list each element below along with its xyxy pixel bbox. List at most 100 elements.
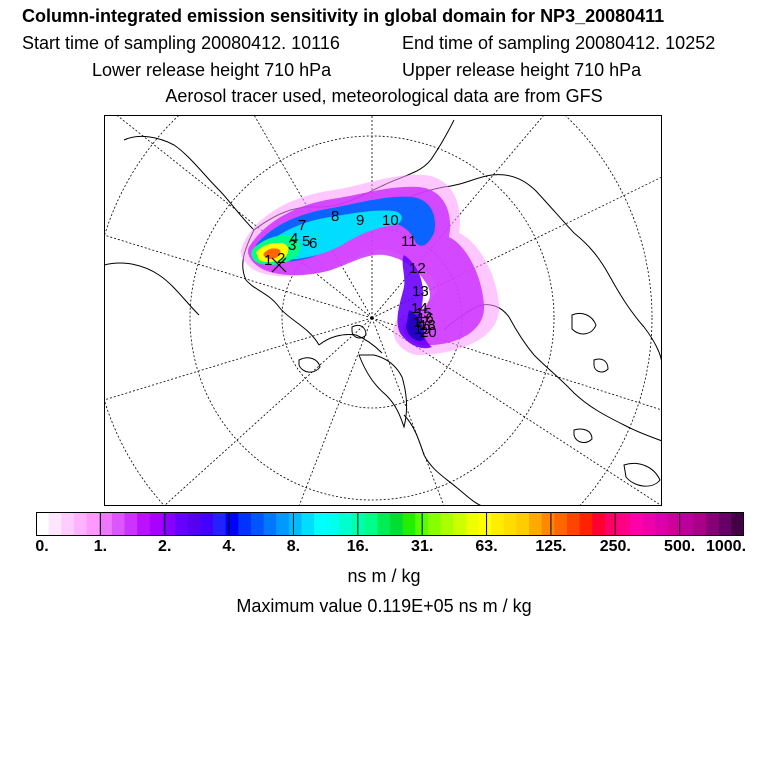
colorbar-tick-label: 8. (286, 538, 301, 555)
colorbar-cell (326, 512, 341, 536)
day-labels: 1 2 3 4 5 6 7 8 9 10 11 12 13 14 15 16 1… (264, 208, 437, 341)
start-time-label: Start time of sampling 20080412. 10116 (22, 33, 340, 53)
colorbar-cell (301, 512, 315, 536)
day-label-16: 16 (417, 310, 434, 327)
colorbar-cell (86, 512, 100, 536)
colorbar-cell (149, 512, 164, 536)
colorbar-tick-label: 125. (535, 538, 567, 555)
colorbar-cell (200, 512, 214, 536)
colorbar (36, 512, 744, 536)
day-label-2: 2 (277, 250, 285, 267)
colorbar-cell (554, 512, 568, 536)
colorbar-cell (162, 512, 176, 536)
colorbar-cell (377, 512, 391, 536)
colorbar-cell (541, 512, 555, 536)
colorbar-tick-label: 63. (475, 538, 498, 555)
day-label-9: 9 (356, 212, 364, 229)
day-label-14: 14 (411, 300, 428, 317)
colorbar-cell (390, 512, 404, 536)
colorbar-cell (427, 512, 442, 536)
colorbar-cell (364, 512, 378, 536)
colorbar-cell (276, 512, 290, 536)
colorbar-tick-label: 1000. (705, 538, 747, 555)
day-label-20: 20 (420, 324, 437, 341)
colorbar-tick-label: 2. (158, 538, 172, 555)
day-label-18: 18 (419, 317, 436, 334)
colorbar-cell (73, 512, 88, 536)
upper-height-label: Upper release height 710 hPa (402, 60, 642, 80)
day-label-1: 1 (264, 252, 272, 269)
colorbar-cell (48, 512, 62, 536)
colorbar-cell (491, 512, 505, 536)
colorbar-cell (706, 512, 720, 536)
lower-height-label: Lower release height 710 hPa (92, 60, 332, 80)
colorbar-cell (238, 512, 252, 536)
colorbar-cell (352, 512, 366, 536)
colorbar-tick-label: 1. (93, 538, 108, 555)
colorbar-cell (516, 512, 530, 536)
day-label-5: 5 (302, 233, 310, 250)
day-label-8: 8 (331, 208, 339, 225)
colorbar-cell (668, 512, 682, 536)
day-label-15: 15 (415, 305, 432, 322)
colorbar-cell (642, 512, 657, 536)
day-label-7: 7 (298, 217, 306, 234)
colorbar-cell (478, 512, 492, 536)
colorbar-cell (250, 512, 265, 536)
colorbar-cell (503, 512, 518, 536)
colorbar-cell (263, 512, 277, 536)
day-label-10: 10 (382, 212, 399, 229)
colorbar-cell (314, 512, 328, 536)
plot-title: Column-integrated emission sensitivity i… (22, 6, 665, 26)
colorbar-cell (402, 512, 416, 536)
colorbar-cell (61, 512, 75, 536)
day-label-3: 3 (288, 237, 296, 254)
colorbar-cell (187, 512, 201, 536)
colorbar-cell (617, 512, 631, 536)
colorbar-cell (137, 512, 151, 536)
colorbar-cell (225, 512, 239, 536)
end-time-label: End time of sampling 20080412. 10252 (402, 33, 716, 53)
colorbar-cell (592, 512, 606, 536)
source-marker (271, 257, 287, 273)
sensitivity-map: 1 2 3 4 5 6 7 8 9 10 11 12 13 14 15 16 1… (104, 115, 662, 506)
colorbar-tick-label: 31. (411, 538, 434, 555)
plume (240, 174, 500, 355)
colorbar-tick-label: 500. (664, 538, 696, 555)
day-label-17: 17 (413, 314, 430, 331)
colorbar-cell (680, 512, 695, 536)
tracer-note: Aerosol tracer used, meteorological data… (165, 86, 603, 106)
colorbar-cell (453, 512, 467, 536)
colorbar-cell (339, 512, 353, 536)
day-label-11: 11 (401, 233, 417, 250)
colorbar-unit: ns m / kg (347, 566, 421, 586)
colorbar-cell (579, 512, 593, 536)
colorbar-cell (36, 512, 50, 536)
day-label-6: 6 (309, 235, 317, 252)
colorbar-cell (99, 512, 113, 536)
colorbar-tick-label: 16. (346, 538, 369, 555)
day-label-19: 19 (414, 321, 431, 338)
colorbar-cell (718, 512, 732, 536)
colorbar-cell (440, 512, 454, 536)
colorbar-cell (655, 512, 669, 536)
colorbar-cell (630, 512, 644, 536)
colorbar-cell (175, 512, 189, 536)
colorbar-cell (288, 512, 303, 536)
maximum-value-label: Maximum value 0.119E+05 ns m / kg (236, 596, 532, 616)
colorbar-cell (731, 512, 744, 536)
colorbar-cell (111, 512, 126, 536)
day-label-13: 13 (412, 283, 429, 300)
colorbar-cell (693, 512, 707, 536)
colorbar-cell (567, 512, 581, 536)
day-label-12: 12 (409, 260, 426, 277)
colorbar-cell (529, 512, 543, 536)
colorbar-tick-label: 4. (222, 538, 236, 555)
colorbar-cell (124, 512, 138, 536)
colorbar-cell (465, 512, 480, 536)
colorbar-tick-label: 250. (599, 538, 631, 555)
colorbar-cell (213, 512, 227, 536)
colorbar-cell (604, 512, 619, 536)
colorbar-tick-label: 0. (35, 538, 49, 555)
day-label-4: 4 (290, 230, 298, 247)
